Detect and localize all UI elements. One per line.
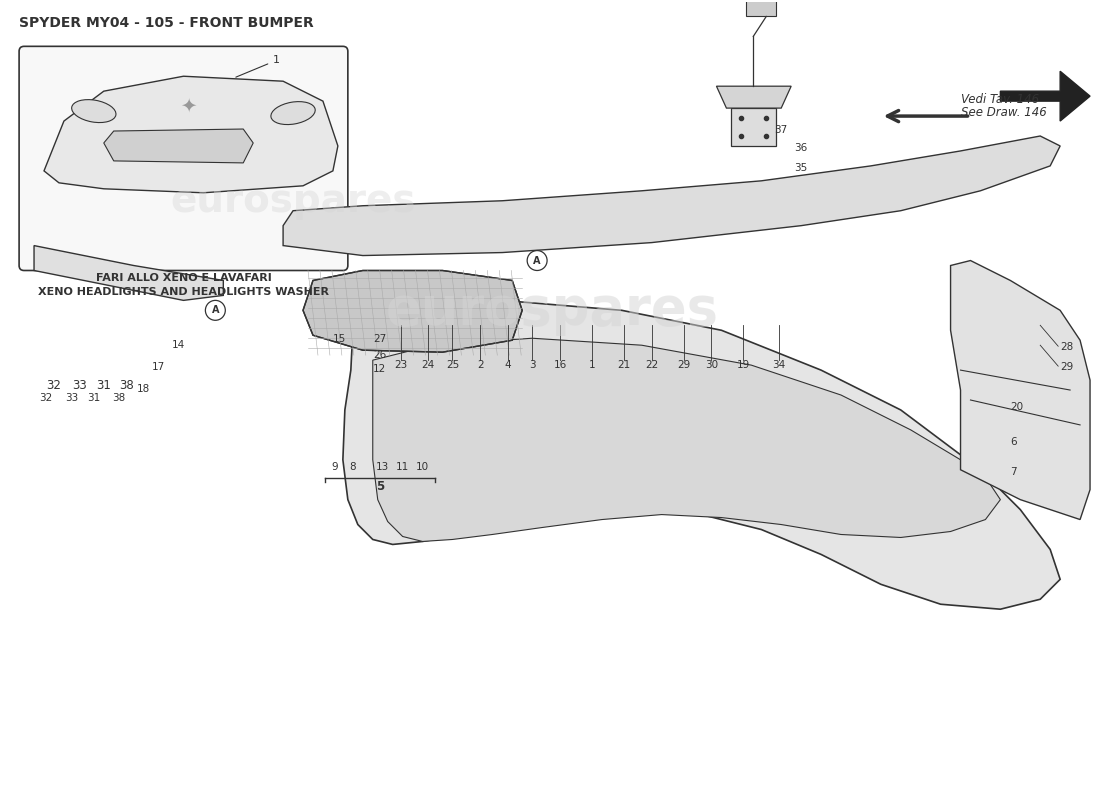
Text: eurospares: eurospares bbox=[170, 182, 416, 220]
Text: eurospares: eurospares bbox=[386, 284, 718, 336]
Text: 28: 28 bbox=[1060, 342, 1074, 352]
Text: 21: 21 bbox=[617, 360, 630, 370]
Text: 6: 6 bbox=[1010, 437, 1018, 447]
Polygon shape bbox=[343, 300, 1060, 610]
Bar bbox=[732, 108, 777, 146]
Polygon shape bbox=[283, 136, 1060, 255]
Text: 1: 1 bbox=[588, 360, 595, 370]
Text: 7: 7 bbox=[1010, 466, 1018, 477]
Text: 32: 32 bbox=[46, 378, 60, 391]
Text: 13: 13 bbox=[376, 462, 389, 472]
Text: 11: 11 bbox=[396, 462, 409, 472]
Text: 25: 25 bbox=[446, 360, 459, 370]
Text: 2: 2 bbox=[477, 360, 484, 370]
Text: 16: 16 bbox=[553, 360, 566, 370]
Text: 26: 26 bbox=[373, 350, 386, 360]
Text: 10: 10 bbox=[416, 462, 429, 472]
Text: Vedi Tav. 146: Vedi Tav. 146 bbox=[960, 93, 1038, 106]
Text: 5: 5 bbox=[375, 480, 384, 493]
Text: 33: 33 bbox=[65, 393, 78, 403]
Text: See Draw. 146: See Draw. 146 bbox=[960, 106, 1046, 119]
Text: 3: 3 bbox=[529, 360, 536, 370]
Polygon shape bbox=[302, 270, 522, 352]
FancyBboxPatch shape bbox=[19, 46, 348, 270]
Text: 15: 15 bbox=[333, 334, 346, 344]
Text: 30: 30 bbox=[705, 360, 718, 370]
Text: 23: 23 bbox=[394, 360, 407, 370]
Text: 1: 1 bbox=[235, 55, 280, 77]
Polygon shape bbox=[746, 0, 777, 17]
Text: 33: 33 bbox=[72, 378, 87, 391]
Polygon shape bbox=[950, 261, 1090, 519]
Polygon shape bbox=[44, 76, 338, 193]
Text: 17: 17 bbox=[152, 362, 165, 372]
Text: A: A bbox=[211, 306, 219, 315]
Text: 22: 22 bbox=[645, 360, 658, 370]
Text: 37: 37 bbox=[774, 125, 788, 135]
Text: 38: 38 bbox=[112, 393, 125, 403]
Text: 29: 29 bbox=[676, 360, 690, 370]
Text: 9: 9 bbox=[331, 462, 338, 472]
Text: 19: 19 bbox=[737, 360, 750, 370]
Text: 34: 34 bbox=[772, 360, 785, 370]
Polygon shape bbox=[1000, 71, 1090, 121]
Polygon shape bbox=[373, 338, 1000, 542]
Polygon shape bbox=[103, 129, 253, 163]
Text: 31: 31 bbox=[96, 378, 111, 391]
Text: FARI ALLO XENO E LAVAFARI: FARI ALLO XENO E LAVAFARI bbox=[96, 274, 272, 283]
Text: XENO HEADLIGHTS AND HEADLIGHTS WASHER: XENO HEADLIGHTS AND HEADLIGHTS WASHER bbox=[39, 287, 329, 298]
Text: A: A bbox=[534, 255, 541, 266]
Text: 24: 24 bbox=[421, 360, 434, 370]
Polygon shape bbox=[716, 86, 791, 108]
Text: 27: 27 bbox=[373, 334, 386, 344]
Text: ✦: ✦ bbox=[180, 97, 197, 116]
Text: 4: 4 bbox=[505, 360, 512, 370]
Ellipse shape bbox=[271, 102, 316, 125]
Ellipse shape bbox=[72, 100, 116, 122]
Text: 38: 38 bbox=[119, 378, 133, 391]
Text: 32: 32 bbox=[40, 393, 53, 403]
Text: 8: 8 bbox=[350, 462, 356, 472]
Text: 29: 29 bbox=[1060, 362, 1074, 372]
Text: 20: 20 bbox=[1010, 402, 1023, 412]
Text: SPYDER MY04 - 105 - FRONT BUMPER: SPYDER MY04 - 105 - FRONT BUMPER bbox=[19, 17, 313, 30]
Text: 31: 31 bbox=[87, 393, 100, 403]
Text: 18: 18 bbox=[138, 384, 151, 394]
Text: 35: 35 bbox=[794, 163, 807, 173]
Text: 12: 12 bbox=[373, 364, 386, 374]
Text: 14: 14 bbox=[172, 340, 185, 350]
Polygon shape bbox=[34, 246, 223, 300]
Text: 36: 36 bbox=[794, 143, 807, 153]
